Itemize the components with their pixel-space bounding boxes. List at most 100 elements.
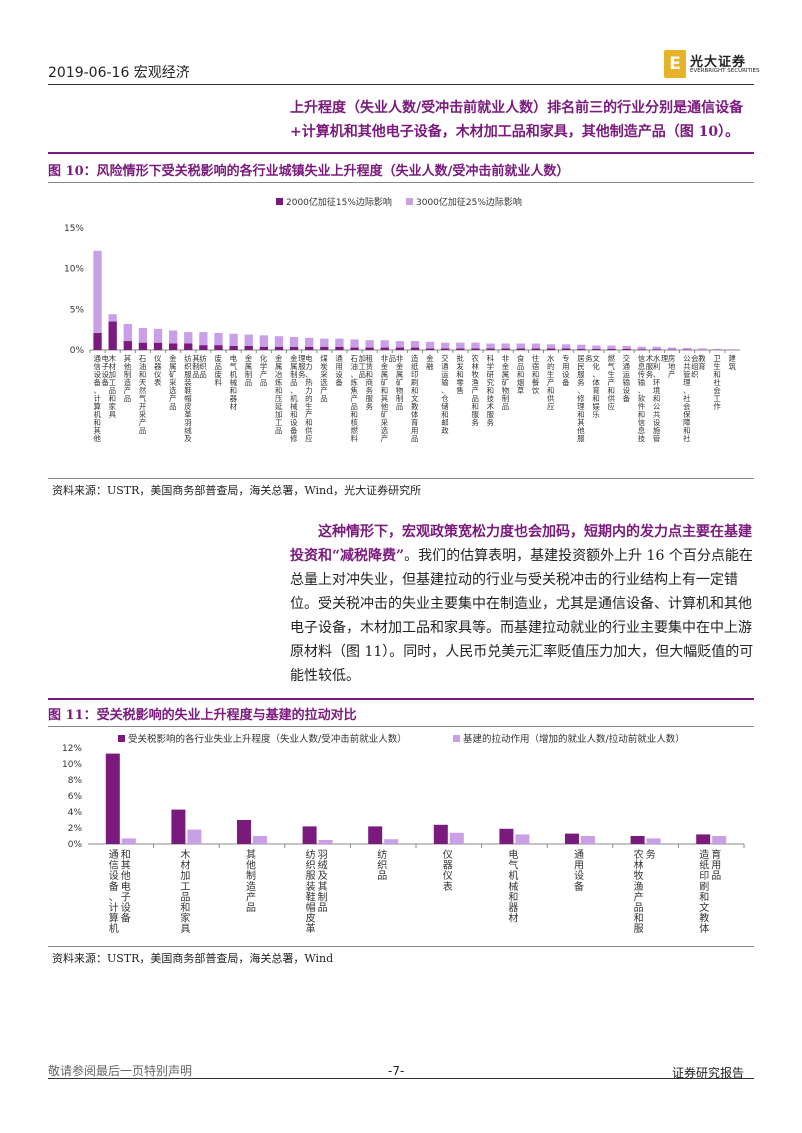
x-tick-label: 会组织 [691,354,699,379]
bar-segment [395,347,405,350]
y-tick-label: 0% [68,840,83,850]
bar-segment [652,349,662,350]
x-tick-label: 公共管理、社会保障和社 [683,354,691,443]
footer-page-number: -7- [388,1064,405,1078]
bar-segment [577,348,586,350]
x-tick-label: 纺织服装鞋帽皮革 [306,848,316,935]
y-tick-label: 2% [68,824,83,834]
bar-segment [637,349,646,350]
x-tick-label: 纺织服装鞋帽皮革羽绒及 [184,354,192,443]
bar-segment [184,332,193,344]
bar-segment [410,347,420,350]
y-tick-label: 8% [68,776,83,786]
bar-segment [289,336,299,347]
x-tick-label: 农林牧渔产品和服 [634,848,644,935]
bar [105,753,120,844]
bar-segment [471,342,480,349]
x-tick-label: 住宿和餐饮 [532,354,540,395]
bar-segment [93,250,102,333]
bar-segment [289,346,299,350]
x-tick-label: 理 [661,354,669,363]
x-tick-label: 金属矿采选产品 [169,354,177,411]
bar-segment [486,348,495,350]
bar-segment [592,345,601,349]
y-tick-label: 6% [68,792,83,802]
bar-segment [456,348,465,350]
bar-segment [229,333,238,346]
bar-segment [441,348,450,350]
bar-segment [607,345,616,349]
bar-segment [441,342,450,349]
x-tick-label: 仪器仪表 [443,849,453,893]
bar-segment [577,344,586,349]
bar-segment [335,346,344,350]
fig10-title: 图 10：风险情形下受关税影响的各行业城镇失业上升程度（失业人数/受冲击前就业人… [48,164,570,179]
x-tick-label: 纺织品 [377,848,387,882]
bar-segment [546,348,556,350]
bar-segment [274,336,284,347]
y-tick-label: 10% [64,265,84,275]
x-tick-label: 煤炭采选产品 [320,354,328,403]
bar [433,824,448,844]
x-tick-label: 建筑 [728,354,736,371]
intro-paragraph: 上升程度（失业人数/受冲击前就业人数）排名前三的行业分别是通信设备+计算机和其他… [290,100,744,140]
x-tick-label: 通信设备、计算机 [109,849,119,935]
bar-segment [516,348,525,350]
bar-segment [108,321,117,350]
x-tick-label: 教育 [698,354,706,371]
bar-segment [622,345,631,349]
bar-segment [350,339,359,348]
legend-swatch [276,198,283,205]
x-tick-label: 仪器仪表 [154,354,162,387]
bar [253,836,267,844]
x-tick-label: 造纸印刷和文教体 [699,848,709,935]
x-tick-label: 批发和零售 [456,354,464,395]
x-tick-label: 电力、热力的生产和供应 [305,354,313,443]
x-tick-label: 木材加工品和家具 [180,849,190,935]
bar-segment [622,348,631,350]
x-tick-label: 电子设备 [102,354,110,387]
bar-segment [501,343,510,349]
x-tick-label: 燃气生产和供应 [608,354,616,411]
fig11-bottom-rule [48,946,754,947]
bar-segment [607,348,616,350]
bar-segment [592,348,601,350]
x-tick-label: 科学研究和技术服务 [487,354,495,427]
bar-segment [350,347,359,350]
footer-report-type: 证券研究报告 [672,1066,745,1080]
x-tick-label: 务 [585,354,593,363]
bar [712,836,727,844]
bar-segment [168,343,178,350]
bar-segment [259,346,268,350]
x-tick-label: 其他制造产品 [124,354,132,403]
header-date-section: 2019-06-16 宏观经济 [48,65,190,81]
x-tick-label: 通信设备、计算机和其他 [94,354,102,443]
bar-segment [546,344,556,349]
fig11-bars [105,753,727,844]
bar-segment [501,348,510,350]
y-tick-label: 12% [62,744,82,754]
x-tick-label: 加工品 [359,354,367,379]
x-tick-label: 文化、体育和娱乐 [592,354,600,419]
x-tick-label: 石油、炼焦产品和核燃料 [351,354,359,443]
fig10-top-rule [48,152,754,154]
x-tick-label: 金属冶炼和压延加工品 [275,354,283,435]
bar-segment [123,323,132,342]
bar [499,828,514,844]
bar [515,834,530,844]
x-tick-label: 水的生产和供应 [547,354,555,411]
fig11-title: 图 11：受关税影响的失业上升程度与基建的拉动对比 [48,708,357,723]
bar-segment [365,340,374,348]
bar [384,839,399,844]
x-tick-label: 交通运输设备 [623,354,631,403]
bar [630,836,645,844]
x-tick-label: 水利、环境和公共设施管 [653,354,661,443]
bar-segment [728,349,737,350]
x-tick-label: 非金属矿物制品 [502,354,510,411]
bar-segment [486,343,495,349]
x-tick-label: 金融 [426,354,434,371]
x-tick-label: 羽绒及其制品 [318,849,328,914]
x-tick-label: 育用品 [711,848,721,882]
bar-segment [153,342,163,350]
bar-segment [425,348,435,350]
